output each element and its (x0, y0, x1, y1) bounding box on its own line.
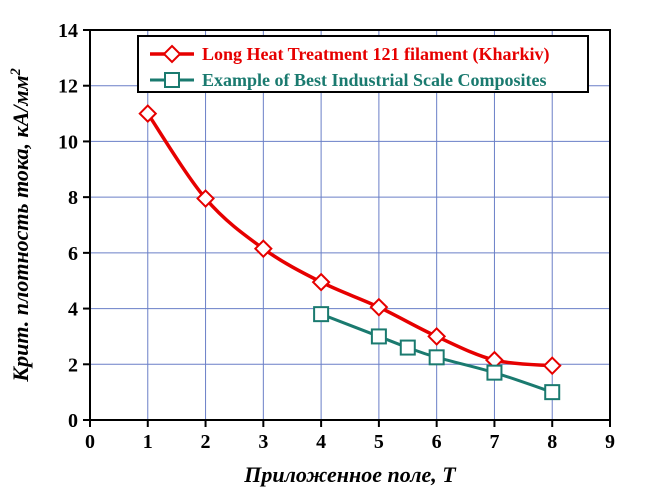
x-tick-label: 7 (489, 431, 499, 453)
x-tick-label: 8 (547, 431, 557, 453)
square-marker (165, 73, 179, 87)
y-tick-label: 2 (68, 354, 78, 376)
square-marker (545, 385, 559, 399)
x-tick-label: 5 (374, 431, 384, 453)
y-tick-label: 6 (68, 243, 78, 265)
square-marker (487, 366, 501, 380)
x-tick-label: 2 (201, 431, 211, 453)
x-tick-label: 9 (605, 431, 615, 453)
y-tick-label: 14 (58, 20, 78, 42)
legend-label: Example of Best Industrial Scale Composi… (202, 70, 547, 90)
y-axis-label: Крит. плотность тока, кА/мм2 (8, 68, 33, 382)
y-tick-label: 10 (58, 131, 78, 153)
square-marker (314, 307, 328, 321)
square-marker (401, 341, 415, 355)
y-tick-label: 4 (68, 299, 78, 321)
y-tick-label: 8 (68, 187, 78, 209)
y-tick-label: 0 (68, 410, 78, 432)
x-tick-label: 6 (432, 431, 442, 453)
x-tick-label: 4 (316, 431, 326, 453)
x-tick-label: 1 (143, 431, 153, 453)
chart-container: 012345678902468101214Приложенное поле, T… (0, 0, 650, 500)
x-axis-label: Приложенное поле, T (243, 462, 457, 487)
square-marker (372, 329, 386, 343)
chart-svg: 012345678902468101214Приложенное поле, T… (0, 0, 650, 500)
x-tick-label: 0 (85, 431, 95, 453)
square-marker (430, 350, 444, 364)
legend-label: Long Heat Treatment 121 filament (Kharki… (202, 44, 549, 65)
y-tick-label: 12 (58, 76, 78, 98)
x-tick-label: 3 (258, 431, 268, 453)
